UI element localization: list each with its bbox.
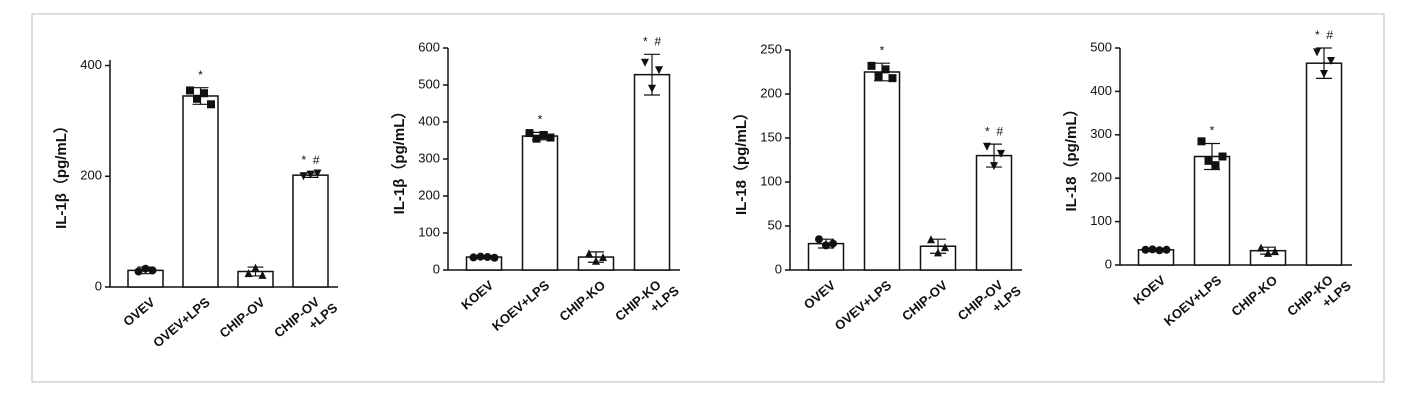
data-point [655,66,663,75]
data-point [134,267,143,276]
data-point [997,149,1005,158]
data-point [822,241,830,250]
data-point [1148,245,1157,254]
data-point [888,74,897,83]
significance-label: * # [1315,28,1333,42]
data-point [867,61,876,70]
data-point [1204,156,1213,165]
bar [1193,155,1231,266]
frame [31,13,1385,383]
data-point [599,253,607,262]
data-point [251,263,260,272]
y-axis-label: IL-1β（pg/mL） [390,104,408,215]
bar [633,73,671,271]
data-point [299,172,308,181]
data-point [469,253,478,262]
bar [521,135,559,271]
bar [182,95,219,288]
data-point [927,235,935,244]
data-point [244,269,253,278]
y-tick-label: 200 [1090,170,1112,185]
data-point [815,235,823,244]
data-point [1218,152,1227,161]
data-point [1313,48,1321,57]
y-tick-label: 150 [760,129,782,144]
data-point [983,142,991,151]
y-tick-label: 0 [775,261,782,276]
data-point [313,169,322,178]
y-tick-label: 400 [418,113,440,128]
data-point [483,253,492,262]
data-point [525,129,534,138]
data-point [1197,137,1206,146]
y-axis-label: IL-18（pg/mL） [1062,101,1080,211]
y-tick-label: 500 [1090,39,1112,54]
significance-label: * [538,113,543,127]
data-point [148,266,157,275]
data-point [1320,70,1328,79]
data-point [1264,248,1272,257]
y-tick-label: 200 [80,168,102,183]
y-tick-label: 300 [1090,126,1112,141]
bar [975,154,1013,271]
bar [1305,62,1343,266]
significance-label: * # [643,34,661,48]
data-point [539,130,548,139]
data-point [186,86,194,95]
data-point [874,72,883,81]
y-tick-label: 0 [95,278,102,293]
significance-label: * [1210,124,1215,138]
y-tick-label: 300 [418,150,440,165]
significance-label: * # [301,153,319,167]
data-point [1162,245,1171,254]
data-point [1257,243,1265,252]
data-point [258,270,267,279]
y-tick-label: 100 [418,224,440,239]
data-point [1155,246,1164,255]
data-point [1327,57,1335,66]
significance-label: * [880,43,885,57]
data-point [193,94,201,103]
data-point [1211,161,1220,170]
data-point [200,89,208,98]
data-point [829,239,837,248]
y-tick-label: 50 [768,217,782,232]
data-point [585,249,593,258]
y-tick-label: 500 [418,76,440,91]
data-point [881,65,890,74]
data-point [532,134,541,143]
y-tick-label: 200 [760,85,782,100]
y-tick-label: 100 [1090,213,1112,228]
significance-label: * [198,68,203,82]
data-point [934,248,942,257]
data-point [941,243,949,252]
y-tick-label: 600 [418,39,440,54]
y-axis-label: IL-18（pg/mL） [732,105,750,215]
data-point [1271,247,1279,256]
data-point [141,264,150,273]
data-point [641,58,649,67]
data-point [648,84,656,93]
data-point [990,162,998,171]
y-axis-label: IL-1β（pg/mL） [52,118,70,229]
bar [292,174,329,288]
data-point [207,100,215,109]
data-point [476,252,485,261]
significance-label: * # [985,124,1003,138]
y-tick-label: 400 [80,57,102,72]
y-tick-label: 0 [1105,256,1112,271]
y-tick-label: 400 [1090,83,1112,98]
data-point [1141,245,1150,254]
data-point [546,133,555,142]
data-point [490,253,499,262]
y-tick-label: 250 [760,41,782,56]
y-tick-label: 200 [418,187,440,202]
data-point [306,170,315,179]
y-tick-label: 100 [760,173,782,188]
data-point [592,256,600,265]
y-tick-label: 0 [433,261,440,276]
bar [863,71,901,271]
